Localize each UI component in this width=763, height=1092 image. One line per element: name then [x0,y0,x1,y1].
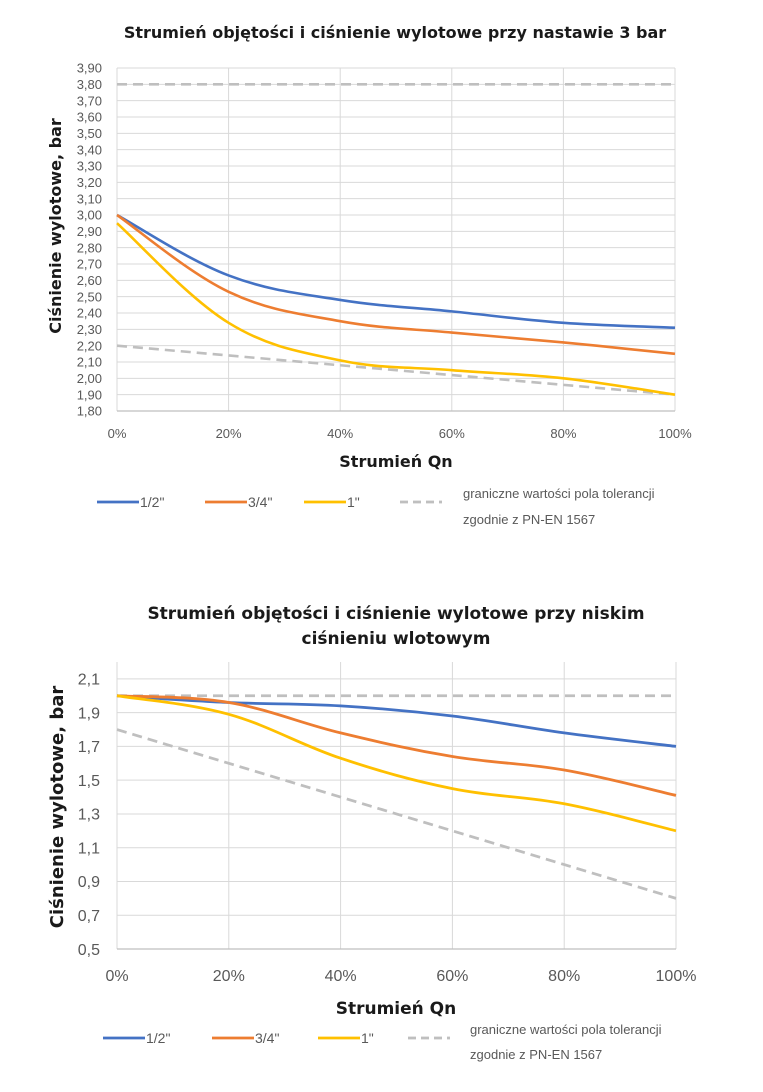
y-tick-label: 2,60 [77,273,102,288]
chart-1: Strumień objętości i ciśnienie wylotowe … [46,23,692,527]
grid [116,67,676,412]
legend-label: graniczne wartości pola tolerancji [463,486,655,501]
series-line [116,694,677,797]
y-tick-label: 2,20 [77,338,102,353]
y-tick-label: 2,70 [77,257,102,272]
x-axis-ticks: 0% 20% 40% 60% 80% 100% [105,968,696,985]
y-tick-label: 2,30 [77,322,102,337]
legend-label: 1/2" [140,494,164,510]
y-tick-label: 3,60 [77,110,102,125]
y-axis-title: Ciśnienie wylotowe, bar [46,118,65,334]
x-axis-title: Strumień Qn [339,452,452,471]
x-tick-label: 20% [216,426,242,441]
x-tick-label: 100% [656,968,697,985]
y-tick-label: 1,7 [78,739,100,756]
x-axis-title: Strumień Qn [336,999,457,1019]
series-line-tolerance-limit [116,728,677,900]
y-tick-label: 1,9 [78,705,100,722]
y-tick-label: 0,5 [78,942,100,959]
x-axis-ticks: 0% 20% 40% 60% 80% 100% [108,426,692,441]
chart-2: Strumień objętości i ciśnienie wylotowe … [47,604,696,1062]
series-line [116,213,676,329]
legend-label: zgodnie z PN-EN 1567 [470,1047,602,1062]
y-axis-ticks: 0,5 0,7 0,9 1,1 1,3 1,5 1,7 1,9 2,1 [78,672,100,959]
y-tick-label: 2,50 [77,289,102,304]
legend-label: 3/4" [255,1030,279,1046]
y-tick-label: 3,50 [77,126,102,141]
legend-label: 3/4" [248,494,272,510]
y-axis-ticks: 1,80 1,902,002,10 2,202,302,40 2,502,602,70… [77,61,102,419]
y-tick-label: 3,10 [77,191,102,206]
x-tick-label: 80% [548,968,580,985]
legend-label: 1" [361,1030,374,1046]
series-line [116,222,676,396]
y-tick-label: 2,40 [77,306,102,321]
x-tick-label: 20% [213,968,245,985]
x-tick-label: 80% [550,426,576,441]
y-tick-label: 1,3 [78,807,100,824]
legend: 1/2" 3/4" 1" graniczne wartości pola tolera… [103,1022,662,1062]
series-line [116,694,677,748]
series-line-tolerance-limit [116,344,676,396]
y-tick-label: 2,10 [77,355,102,370]
chart-title-line-1: Strumień objętości i ciśnienie wylotowe … [147,604,644,624]
y-tick-label: 3,70 [77,93,102,108]
legend-label: graniczne wartości pola tolerancji [470,1022,662,1037]
y-tick-label: 3,20 [77,175,102,190]
y-tick-label: 0,9 [78,874,100,891]
series-line [116,694,677,833]
series-lines [116,83,676,396]
y-tick-label: 1,5 [78,773,100,790]
legend-label: zgodnie z PN-EN 1567 [463,512,595,527]
y-tick-label: 3,40 [77,142,102,157]
series-line [116,213,676,356]
x-tick-label: 100% [658,426,692,441]
y-tick-label: 2,90 [77,224,102,239]
series-lines [116,694,677,900]
x-tick-label: 60% [436,968,468,985]
y-tick-label: 1,80 [77,404,102,419]
y-tick-label: 0,7 [78,908,100,925]
y-tick-label: 2,00 [77,371,102,386]
chart-title-line-2: ciśnieniu wlotowym [302,629,491,649]
y-tick-label: 1,90 [77,387,102,402]
y-tick-label: 3,30 [77,159,102,174]
grid [116,662,677,950]
y-tick-label: 1,1 [78,840,100,857]
chart-title: Strumień objętości i ciśnienie wylotowe … [124,23,666,42]
x-tick-label: 0% [108,426,127,441]
y-tick-label: 3,80 [77,77,102,92]
y-tick-label: 2,1 [78,672,100,689]
legend-label: 1" [347,494,360,510]
x-tick-label: 0% [105,968,128,985]
legend-label: 1/2" [146,1030,170,1046]
y-tick-label: 3,90 [77,61,102,76]
legend: 1/2" 3/4" 1" graniczne wartości pola tolera… [97,486,655,527]
x-tick-label: 60% [439,426,465,441]
y-tick-label: 3,00 [77,208,102,223]
y-tick-label: 2,80 [77,240,102,255]
x-tick-label: 40% [327,426,353,441]
x-tick-label: 40% [325,968,357,985]
y-axis-title: Ciśnienie wylotowe, bar [47,686,68,929]
